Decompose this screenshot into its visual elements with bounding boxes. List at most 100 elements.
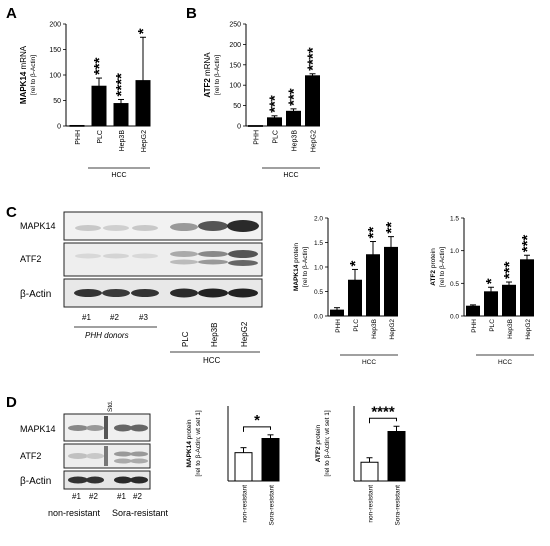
y-axis-label-gene: MAPK14 — [186, 441, 193, 468]
y-axis-sublabel: [rel to β-Actin] — [30, 55, 37, 95]
category-label: Hep3B — [292, 130, 299, 152]
category-label: PLC — [273, 130, 280, 144]
significance-stars: *** — [501, 261, 518, 279]
group-label: HCC — [498, 359, 512, 366]
y-tick-label: 50 — [53, 98, 61, 105]
blot-d-label-atf2: ATF2 — [20, 451, 41, 461]
y-axis-label-measure: protein — [315, 424, 322, 446]
panel-label-c: C — [6, 204, 17, 221]
blot-c-lane-plc: PLC — [181, 331, 190, 347]
y-axis-label-measure: protein — [293, 243, 300, 265]
y-tick-label: 0 — [57, 124, 61, 131]
category-label: PLC — [97, 130, 104, 144]
blot-c-atf2-strip — [63, 242, 263, 277]
significance-bracket — [243, 426, 271, 432]
y-axis-label: ATF2 mRNA — [203, 52, 212, 98]
bar — [348, 279, 362, 317]
category-label: PHH — [254, 130, 261, 145]
y-tick-label: 0 — [237, 124, 241, 131]
significance-stars: * — [135, 28, 152, 34]
blot-c-group-phh: PHH donors — [85, 331, 129, 340]
blot-d-lane-4: #2 — [133, 492, 142, 501]
y-tick-label: 1.0 — [450, 248, 459, 255]
y-axis-label-measure: protein — [186, 419, 193, 441]
bar — [248, 125, 263, 127]
bar — [366, 254, 380, 317]
significance-stars: ** — [365, 227, 382, 239]
category-label: non-resistant — [242, 485, 249, 523]
category-label: Hep3B — [507, 319, 514, 339]
bar — [520, 259, 534, 317]
y-tick-label: 1.5 — [450, 216, 459, 223]
blot-c-label-mapk14: MAPK14 — [20, 221, 56, 231]
significance-stars: * — [483, 278, 500, 284]
bar — [286, 110, 301, 127]
significance-stars: *** — [519, 235, 536, 253]
blot-c-lane-1: #1 — [82, 313, 91, 322]
blot-d-label-actin: β-Actin — [20, 476, 51, 487]
blot-d-lane-2: #2 — [89, 492, 98, 501]
blot-c-lane-hep3b: Hep3B — [210, 323, 219, 347]
bar — [384, 246, 398, 317]
y-axis-sublabel: [rel to β-Actin] — [439, 247, 446, 287]
panel-label-b: B — [186, 5, 197, 22]
y-axis-label-measure: protein — [430, 248, 437, 270]
y-tick-label: 50 — [233, 103, 241, 110]
significance-stars: *** — [286, 88, 303, 106]
blot-d-lane-3: #1 — [117, 492, 126, 501]
y-axis-label-gene: ATF2 — [203, 78, 212, 98]
blot-c-lane-hepg2: HepG2 — [240, 321, 249, 347]
y-tick-label: 1.5 — [314, 240, 323, 247]
category-label: Sora-resistant — [395, 485, 402, 526]
western-blot-d: Std. MAPK14 ATF2 β-Actin #1 #2 #1 #2 non… — [20, 400, 169, 518]
blot-d-group-sorares: Sora-resistant — [112, 508, 169, 518]
y-tick-label: 0.0 — [450, 314, 459, 321]
chart-d-mapk14-protein: MAPK14 protein [rel to β-Actin; wt set 1]… — [186, 406, 280, 526]
category-label: Hep3B — [371, 319, 378, 339]
blot-c-label-atf2: ATF2 — [20, 254, 41, 264]
blot-c-bands — [74, 220, 259, 298]
category-label: PLC — [489, 319, 496, 332]
bar — [305, 75, 320, 127]
group-label: HCC — [362, 359, 376, 366]
y-tick-label: 2.0 — [314, 216, 323, 223]
significance-stars: *** — [91, 57, 108, 75]
y-tick-label: 150 — [49, 47, 61, 54]
category-label: Sora-resistant — [269, 485, 276, 526]
bar — [69, 124, 85, 127]
panel-label-a: A — [6, 5, 17, 22]
y-axis-label-gene: MAPK14 — [293, 264, 300, 291]
blot-d-group-nonres: non-resistant — [48, 508, 101, 518]
significance-stars: * — [347, 260, 364, 266]
bar — [484, 291, 498, 317]
chart-d-atf2-protein: ATF2 protein [rel to β-Actin; wt set 1] no… — [315, 403, 406, 526]
y-tick-label: 0.0 — [314, 314, 323, 321]
y-axis-sublabel: [rel to β-Actin] — [214, 55, 221, 95]
y-axis-sublabel: [rel to β-Actin] — [302, 247, 309, 287]
significance-stars: ** — [383, 222, 400, 234]
blot-c-group-hcc: HCC — [203, 356, 221, 365]
y-axis-sublabel: [rel to β-Actin; wt set 1] — [195, 410, 202, 476]
y-axis-sublabel: [rel to β-Actin; wt set 1] — [324, 410, 331, 476]
blot-c-label-actin: β-Actin — [20, 289, 51, 300]
y-axis-label-gene: ATF2 — [315, 446, 322, 462]
bar — [135, 80, 151, 127]
chart-c-mapk14-protein: 0.0 0.5 1.0 1.5 2.0 MAPK14 protein [rel to β-A… — [293, 216, 400, 367]
y-tick-label: 200 — [229, 42, 241, 49]
bar — [234, 452, 253, 482]
chart-b-atf2-mrna: 0 50 100 150 200 250 ATF2 mRNA [rel to β-Actin]… — [203, 22, 322, 180]
y-axis-label: MAPK14 protein — [293, 243, 300, 291]
category-label: HepG2 — [141, 130, 148, 152]
category-label: PHH — [471, 319, 478, 333]
bar — [466, 305, 480, 317]
y-axis-label: ATF2 protein — [315, 424, 322, 462]
y-axis-label-gene: ATF2 — [430, 270, 437, 286]
y-tick-label: 100 — [49, 73, 61, 80]
y-axis-label-measure: mRNA — [19, 45, 28, 71]
significance-stars: **** — [371, 403, 395, 420]
bar — [267, 117, 282, 127]
significance-stars: **** — [113, 73, 130, 97]
y-tick-label: 0.5 — [314, 289, 323, 296]
y-tick-label: 200 — [49, 22, 61, 29]
